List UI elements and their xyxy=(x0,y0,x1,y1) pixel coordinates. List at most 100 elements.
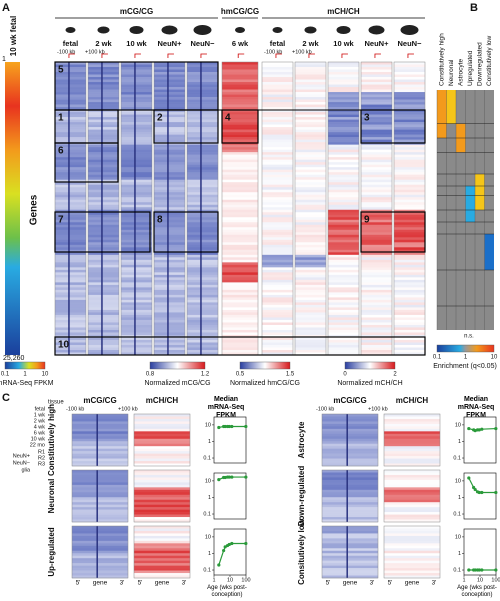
icon xyxy=(65,27,76,33)
heat-row xyxy=(187,169,218,173)
heat-row xyxy=(88,212,119,216)
heat-row xyxy=(88,339,119,343)
heat-row xyxy=(72,519,128,523)
heat-row xyxy=(361,322,392,326)
cluster-label: 5 xyxy=(58,65,64,76)
heat-row xyxy=(121,119,152,123)
heat-row xyxy=(295,114,326,118)
heat-row xyxy=(121,337,152,341)
heat-row xyxy=(322,461,378,464)
heat-row xyxy=(187,299,218,303)
heat-row xyxy=(328,192,359,196)
heat-row xyxy=(134,540,190,544)
heat-row xyxy=(134,565,190,569)
heat-row xyxy=(222,172,258,175)
heat-row xyxy=(72,570,128,574)
heat-row xyxy=(295,77,326,80)
heat-row xyxy=(55,232,86,236)
heat-row xyxy=(121,114,152,118)
heat-row xyxy=(88,352,119,356)
heat-row xyxy=(72,421,128,425)
heat-row xyxy=(154,189,185,193)
heat-row xyxy=(55,302,86,306)
heat-row xyxy=(295,334,326,338)
heat-row xyxy=(121,352,152,356)
heat-row xyxy=(222,247,258,251)
heat-row xyxy=(394,349,425,353)
heat-row xyxy=(88,214,119,218)
heat-row xyxy=(262,194,293,198)
heat-row xyxy=(322,535,378,539)
y-tick-label: 10 xyxy=(205,422,211,428)
heat-row xyxy=(394,102,425,105)
heat-row xyxy=(262,149,293,153)
heat-row xyxy=(55,74,86,78)
heat-row xyxy=(187,259,218,263)
heat-row xyxy=(134,509,190,513)
heat-row xyxy=(295,249,326,253)
heat-row xyxy=(394,347,425,351)
heat-row xyxy=(121,304,152,308)
colorbar-title: mRNA-Seq FPKM xyxy=(0,380,54,387)
group-label: Neuronal xyxy=(47,479,56,514)
heat-row xyxy=(187,302,218,306)
heat-row xyxy=(361,179,392,183)
heat-row xyxy=(134,530,190,534)
heat-row xyxy=(121,204,152,208)
heat-row xyxy=(121,319,152,323)
median-point xyxy=(244,475,248,479)
heat-row xyxy=(134,423,190,427)
heat-row xyxy=(295,239,326,243)
heat-row xyxy=(121,159,152,163)
heat-row xyxy=(121,222,152,226)
heat-row xyxy=(88,307,119,311)
heat-row xyxy=(394,104,425,108)
tissue-label: 10 wk xyxy=(31,436,46,442)
heat-row xyxy=(295,279,326,283)
heat-row xyxy=(328,112,359,115)
heat-row xyxy=(55,112,86,115)
heat-row xyxy=(55,94,86,98)
heat-row xyxy=(384,482,440,486)
heat-row xyxy=(222,217,258,221)
column-label: NeuN− xyxy=(398,39,423,48)
heat-row xyxy=(295,144,326,148)
heat-row xyxy=(154,159,185,163)
heat-row xyxy=(154,94,185,98)
heat-row xyxy=(121,167,152,170)
heatmap xyxy=(71,469,129,523)
heat-row xyxy=(72,433,128,437)
heat-row xyxy=(361,187,392,191)
heat-row xyxy=(187,189,218,193)
heat-row xyxy=(384,528,440,532)
heat-row xyxy=(187,97,218,100)
heat-row xyxy=(262,272,293,276)
heat-row xyxy=(262,229,293,233)
genes-label: Genes xyxy=(29,194,40,225)
heat-row xyxy=(72,446,128,449)
heat-row xyxy=(187,312,218,316)
heat-row xyxy=(322,428,378,432)
heat-row xyxy=(88,149,119,153)
heat-row xyxy=(361,192,392,196)
plot-frame xyxy=(463,528,497,576)
heat-row xyxy=(328,92,359,95)
heat-row xyxy=(134,436,190,440)
heat-row xyxy=(394,297,425,301)
heat-row xyxy=(121,299,152,303)
heat-row xyxy=(384,526,440,529)
heat-row xyxy=(72,456,128,459)
heat-row xyxy=(121,67,152,70)
heat-row xyxy=(262,167,293,170)
heat-row xyxy=(384,504,440,508)
heat-row xyxy=(384,451,440,454)
heat-row xyxy=(88,332,119,336)
tss-arrow xyxy=(407,53,414,58)
heat-row xyxy=(262,327,293,331)
heat-row xyxy=(187,242,218,246)
heat-row xyxy=(88,152,119,155)
heat-row xyxy=(134,446,190,449)
cluster-label: 2 xyxy=(157,113,163,124)
heat-row xyxy=(88,64,119,68)
heat-row xyxy=(322,533,378,537)
